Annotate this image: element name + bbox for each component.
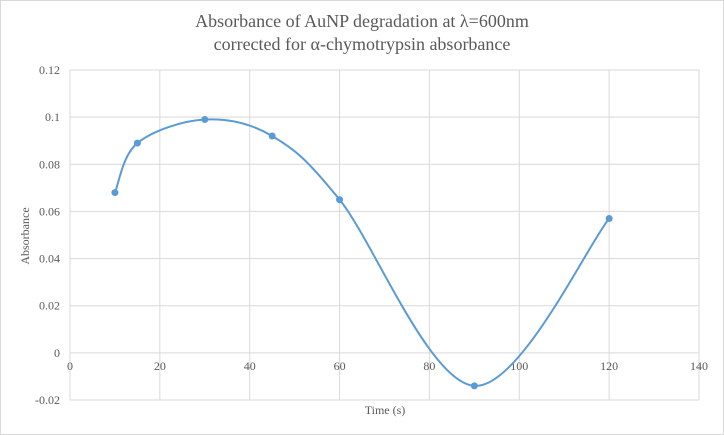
chart-title: Absorbance of AuNP degradation at λ=600n… [0, 10, 724, 56]
data-point [605, 215, 613, 222]
data-point [201, 116, 209, 123]
data-point [470, 382, 478, 390]
series-points [111, 116, 613, 390]
x-tick-label: 140 [690, 359, 708, 373]
y-tick-label: 0.1 [45, 110, 60, 124]
chart-title-line-1: Absorbance of AuNP degradation at λ=600n… [195, 11, 529, 31]
x-tick-labels: 0 20 40 60 80 100 120 140 [67, 359, 708, 373]
x-axis-title: Time (s) [365, 403, 406, 417]
y-tick-label: 0.06 [39, 204, 60, 218]
grid-lines [69, 69, 700, 401]
x-tick-label: 60 [334, 359, 346, 373]
y-tick-labels: -0.02 0 0.02 0.04 0.06 0.08 0.1 0.12 [35, 63, 60, 407]
y-axis-title: Absorbance [18, 207, 32, 264]
data-point [133, 139, 141, 147]
y-tick-label: 0.08 [39, 157, 60, 171]
x-tick-label: 100 [510, 359, 528, 373]
data-point [268, 132, 276, 140]
series-line [113, 118, 610, 387]
x-tick-label: 0 [67, 359, 73, 373]
x-tick-label: 40 [244, 359, 256, 373]
y-tick-label: -0.02 [35, 393, 60, 407]
y-tick-label: 0.04 [39, 252, 60, 266]
x-tick-label: 80 [423, 359, 435, 373]
chart-title-line-2: corrected for α-chymotrypsin absorbance [213, 34, 511, 54]
data-point [111, 189, 119, 197]
y-tick-label: 0 [54, 346, 60, 360]
y-tick-label: 0.02 [39, 299, 60, 313]
y-tick-label: 0.12 [39, 63, 60, 77]
data-point [336, 196, 344, 204]
x-tick-label: 120 [600, 359, 618, 373]
x-tick-label: 20 [154, 359, 166, 373]
